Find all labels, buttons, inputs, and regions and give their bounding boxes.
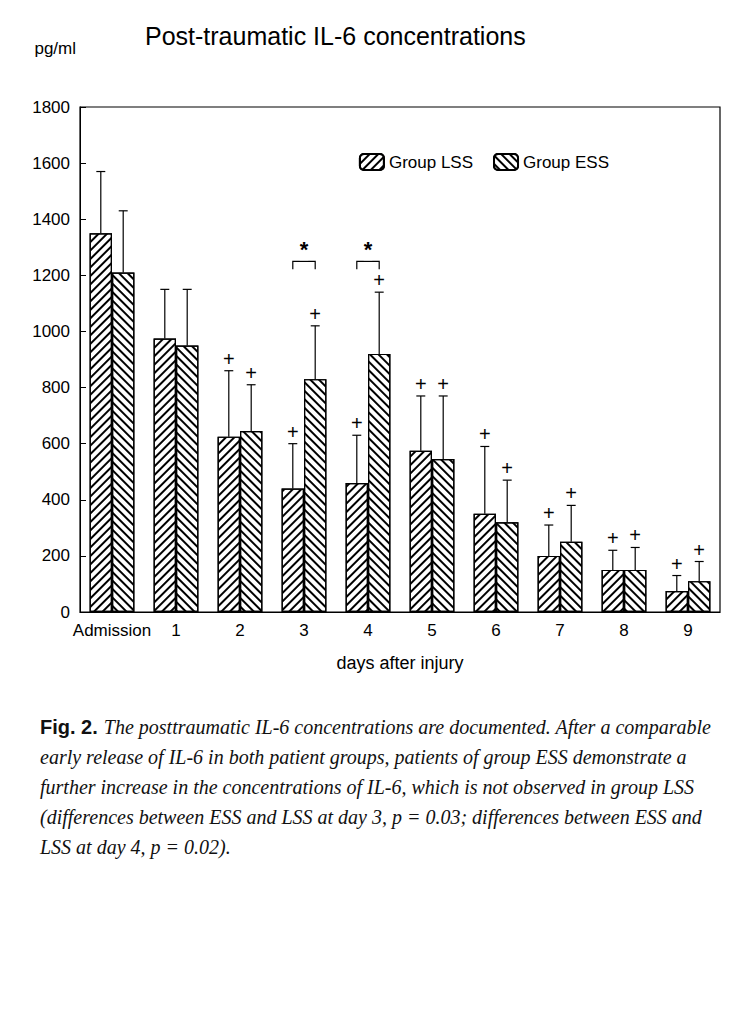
svg-text:1000: 1000 bbox=[32, 322, 70, 341]
svg-text:+: + bbox=[629, 524, 641, 546]
svg-text:1600: 1600 bbox=[32, 154, 70, 173]
svg-text:1: 1 bbox=[171, 621, 180, 640]
svg-text:+: + bbox=[287, 421, 299, 443]
svg-text:+: + bbox=[479, 423, 491, 445]
svg-text:Admission: Admission bbox=[73, 621, 151, 640]
svg-text:+: + bbox=[607, 527, 619, 549]
svg-text:+: + bbox=[543, 502, 555, 524]
svg-text:5: 5 bbox=[427, 621, 436, 640]
svg-text:1800: 1800 bbox=[32, 98, 70, 117]
svg-text:*: * bbox=[300, 237, 309, 262]
svg-text:+: + bbox=[415, 373, 427, 395]
svg-text:9: 9 bbox=[683, 621, 692, 640]
svg-text:days after injury: days after injury bbox=[336, 653, 463, 673]
svg-text:+: + bbox=[565, 482, 577, 504]
svg-text:+: + bbox=[437, 373, 449, 395]
svg-text:2: 2 bbox=[235, 621, 244, 640]
svg-text:1400: 1400 bbox=[32, 210, 70, 229]
svg-text:1200: 1200 bbox=[32, 266, 70, 285]
svg-text:7: 7 bbox=[555, 621, 564, 640]
svg-text:Post-traumatic IL-6 concentrat: Post-traumatic IL-6 concentrations bbox=[145, 22, 526, 50]
svg-text:Group LSS: Group LSS bbox=[389, 153, 473, 172]
svg-text:+: + bbox=[373, 269, 385, 291]
svg-text:Group ESS: Group ESS bbox=[523, 153, 609, 172]
svg-text:4: 4 bbox=[363, 621, 372, 640]
svg-text:+: + bbox=[223, 348, 235, 370]
svg-text:+: + bbox=[309, 303, 321, 325]
html-text:Fig. 2. The posttraumatic IL-6: Fig. 2. The posttraumatic IL-6 concentra… bbox=[40, 716, 711, 858]
svg-text:6: 6 bbox=[491, 621, 500, 640]
svg-text:600: 600 bbox=[42, 434, 70, 453]
svg-text:3: 3 bbox=[299, 621, 308, 640]
svg-text:*: * bbox=[364, 237, 373, 262]
svg-text:+: + bbox=[501, 457, 513, 479]
svg-text:400: 400 bbox=[42, 490, 70, 509]
svg-text:+: + bbox=[245, 362, 257, 384]
svg-text:800: 800 bbox=[42, 378, 70, 397]
svg-text:+: + bbox=[693, 539, 705, 561]
svg-text:+: + bbox=[671, 553, 683, 575]
svg-text:0: 0 bbox=[61, 603, 70, 622]
svg-text:+: + bbox=[351, 412, 363, 434]
svg-text:pg/ml: pg/ml bbox=[34, 39, 76, 58]
svg-text:200: 200 bbox=[42, 546, 70, 565]
svg-text:8: 8 bbox=[619, 621, 628, 640]
